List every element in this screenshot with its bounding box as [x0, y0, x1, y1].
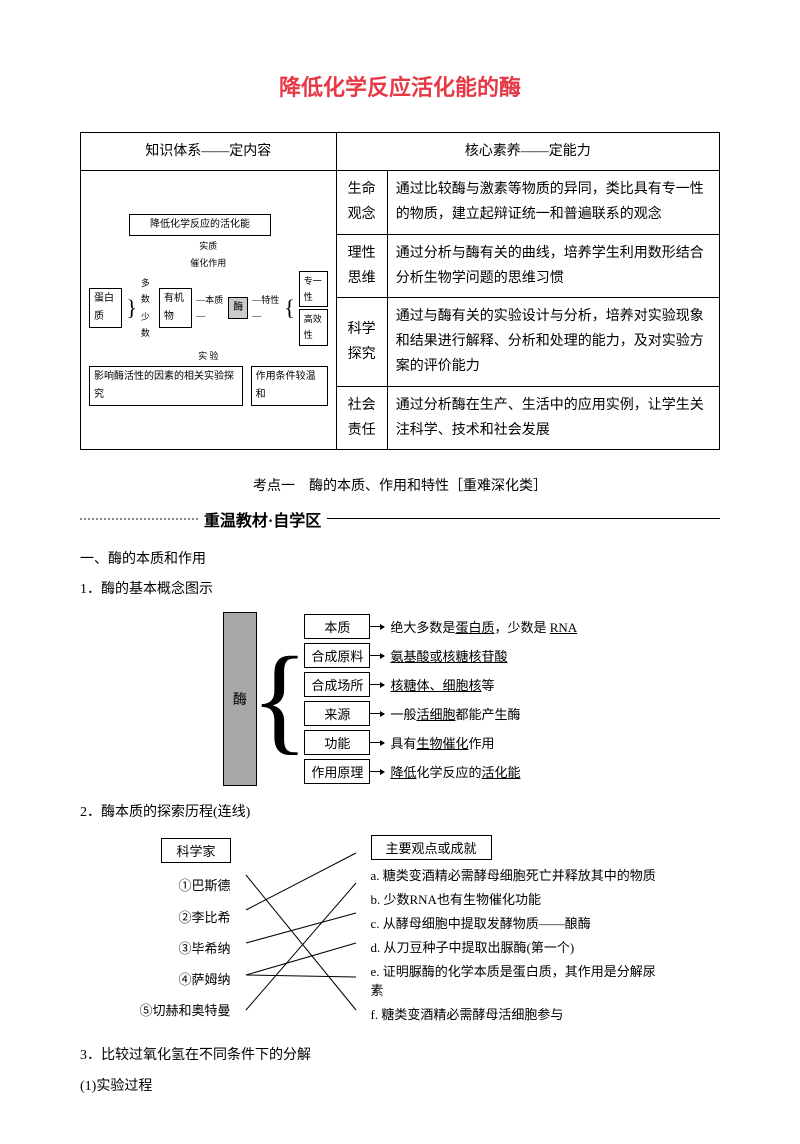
- achievement: f. 糖类变酒精必需酵母活细胞参与: [371, 1003, 661, 1027]
- section-title: 考点一 酶的本质、作用和特性［重难深化类］: [80, 475, 720, 495]
- achievement: b. 少数RNA也有生物催化功能: [371, 888, 661, 912]
- achievement: d. 从刀豆种子中提取出脲酶(第一个): [371, 936, 661, 960]
- concept-row: 本质绝大多数是蛋白质，少数是 RNA: [304, 612, 577, 641]
- row-label-1: 理性思维: [336, 234, 387, 297]
- scientist: ⑤切赫和奥特曼: [139, 999, 230, 1023]
- concept-diagram: 酶 { 本质绝大多数是蛋白质，少数是 RNA 合成原料氨基酸或核糖核苷酸 合成场…: [80, 612, 720, 786]
- achievement: a. 糖类变酒精必需酵母细胞死亡并释放其中的物质: [371, 864, 661, 888]
- achievement: e. 证明脲酶的化学本质是蛋白质，其作用是分解尿素: [371, 960, 661, 1002]
- concept-row: 作用原理降低化学反应的活化能: [304, 757, 577, 786]
- row-desc-2: 通过与酶有关的实验设计与分析，培养对实验现象和结果进行解释、分析和处理的能力，及…: [387, 297, 719, 386]
- row-label-3: 社会责任: [336, 386, 387, 449]
- row-desc-1: 通过分析与酶有关的曲线，培养学生利用数形结合分析生物学问题的思维习惯: [387, 234, 719, 297]
- match-lines: [241, 835, 361, 1025]
- concept-row: 来源一般活细胞都能产生酶: [304, 699, 577, 728]
- heading-1-3: 3．比较过氧化氢在不同条件下的分解: [80, 1043, 720, 1070]
- scientist: ③毕希纳: [139, 937, 230, 961]
- row-desc-3: 通过分析酶在生产、生活中的应用实例，让学生关注科学、技术和社会发展: [387, 386, 719, 449]
- row-label-0: 生命观念: [336, 171, 387, 234]
- page-container: 降低化学反应活化能的酶 知识体系——定内容 核心素养——定能力 降低化学反应的活…: [0, 0, 800, 1144]
- page-title: 降低化学反应活化能的酶: [80, 70, 720, 102]
- heading-1-1: 1．酶的基本概念图示: [80, 577, 720, 604]
- scientist: ④萨姆纳: [139, 968, 230, 992]
- th-left: 知识体系——定内容: [81, 133, 337, 171]
- concept-row: 合成场所核糖体、细胞核等: [304, 670, 577, 699]
- scientist: ①巴斯德: [139, 874, 230, 898]
- main-table: 知识体系——定内容 核心素养——定能力 降低化学反应的活化能 实质 催化作用 蛋…: [80, 132, 720, 450]
- match-left-header: 科学家: [161, 838, 230, 863]
- th-right: 核心素养——定能力: [336, 133, 719, 171]
- heading-1-3-1: (1)实验过程: [80, 1074, 720, 1101]
- heading-1-2: 2．酶本质的探索历程(连线): [80, 800, 720, 827]
- achievement: c. 从酵母细胞中提取发酵物质——酿酶: [371, 912, 661, 936]
- divider: 重温教材·自学区: [80, 507, 720, 531]
- scientist: ②李比希: [139, 906, 230, 930]
- match-diagram: 科学家 ①巴斯德 ②李比希 ③毕希纳 ④萨姆纳 ⑤切赫和奥特曼 主要观点或成就 …: [80, 835, 720, 1027]
- match-right-header: 主要观点或成就: [371, 835, 492, 860]
- row-label-2: 科学探究: [336, 297, 387, 386]
- row-desc-0: 通过比较酶与激素等物质的异同，类比具有专一性的物质，建立起辩证统一和普遍联系的观…: [387, 171, 719, 234]
- knowledge-diagram: 降低化学反应的活化能 实质 催化作用 蛋白质 } 多数 少数 有机物 —本质— …: [89, 214, 328, 405]
- concept-row: 合成原料氨基酸或核糖核苷酸: [304, 641, 577, 670]
- diagram-cell: 降低化学反应的活化能 实质 催化作用 蛋白质 } 多数 少数 有机物 —本质— …: [81, 171, 337, 450]
- heading-1: 一、酶的本质和作用: [80, 547, 720, 574]
- concept-row: 功能具有生物催化作用: [304, 728, 577, 757]
